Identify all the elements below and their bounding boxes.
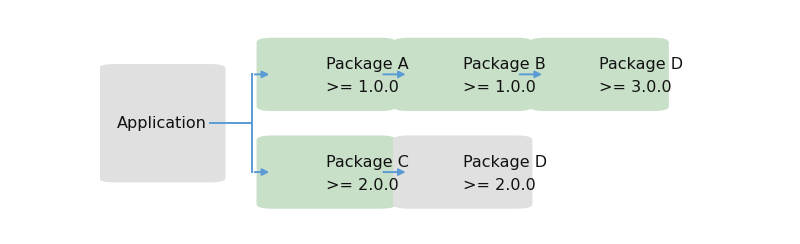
FancyBboxPatch shape [257, 38, 396, 111]
FancyBboxPatch shape [530, 38, 669, 111]
FancyBboxPatch shape [393, 135, 533, 209]
Text: Package D: Package D [462, 155, 547, 170]
FancyBboxPatch shape [257, 135, 396, 209]
Text: >= 1.0.0: >= 1.0.0 [462, 80, 535, 95]
FancyBboxPatch shape [393, 38, 533, 111]
Text: >= 3.0.0: >= 3.0.0 [599, 80, 672, 95]
Text: Package B: Package B [462, 58, 546, 72]
Text: Package C: Package C [326, 155, 409, 170]
Text: Package A: Package A [326, 58, 409, 72]
Text: >= 2.0.0: >= 2.0.0 [462, 178, 535, 193]
FancyBboxPatch shape [98, 64, 226, 183]
Text: Package D: Package D [599, 58, 683, 72]
Text: >= 2.0.0: >= 2.0.0 [326, 178, 399, 193]
Text: Application: Application [117, 116, 207, 131]
Text: >= 1.0.0: >= 1.0.0 [326, 80, 399, 95]
